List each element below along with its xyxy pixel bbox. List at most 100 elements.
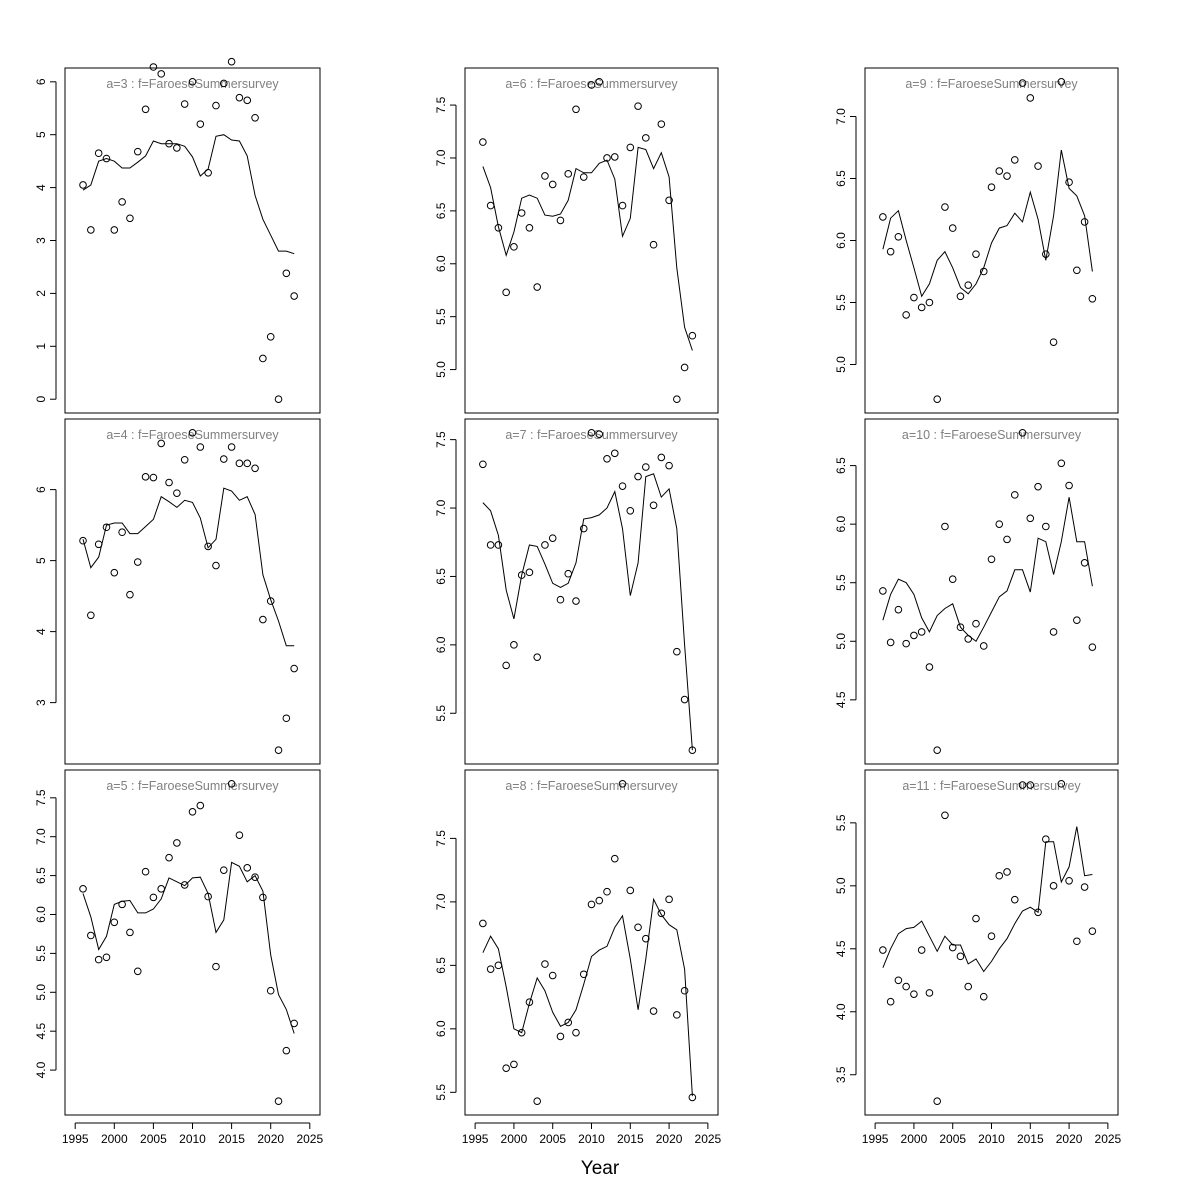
observed-point <box>494 961 503 970</box>
x-tick-label: 2010 <box>179 1132 206 1146</box>
observed-point <box>486 201 495 210</box>
panel-9: a=11 : f=FaroeseSummersurvey 3.5 4.0 4.5 5.0… <box>834 769 1122 1146</box>
observed-point <box>243 864 252 872</box>
observed-point <box>517 571 526 579</box>
fitted-line <box>882 826 1093 973</box>
observed-point <box>610 854 619 863</box>
x-tick-label: 2020 <box>257 1132 284 1146</box>
observed-point <box>556 595 565 604</box>
observed-point <box>972 619 980 628</box>
observed-point <box>525 998 534 1006</box>
observed-point <box>925 298 934 307</box>
observed-point <box>1042 835 1050 844</box>
y-tick-label: 3 <box>34 699 48 706</box>
observed-point <box>180 455 189 464</box>
panel-8: a=10 : f=FaroeseSummersurvey 4.5 5.0 5.5 6.0… <box>834 418 1119 765</box>
observed-point <box>133 558 142 566</box>
panel-4: a=6 : f=FaroeseSummersurvey 5.0 5.5 6.0 6.5 7… <box>434 67 719 414</box>
observed-point <box>665 461 673 470</box>
observed-point <box>1049 628 1058 636</box>
observed-point <box>157 439 166 448</box>
observed-point <box>657 909 666 918</box>
observed-point <box>1073 937 1081 946</box>
x-tick-label: 1995 <box>862 1132 889 1146</box>
observed-point <box>572 1028 580 1037</box>
observed-point <box>235 831 244 839</box>
panel-frame <box>464 769 719 1116</box>
observed-point <box>290 1019 298 1028</box>
observed-point <box>649 240 658 249</box>
y-tick-label: 6 <box>34 78 48 85</box>
observed-point <box>1080 883 1089 891</box>
x-tick-label: 2015 <box>1017 1132 1044 1146</box>
y-tick-label: 6.0 <box>434 1020 448 1037</box>
observed-point <box>1003 535 1011 544</box>
observed-point <box>94 955 103 964</box>
y-tick-label: 5.0 <box>34 984 48 1001</box>
observed-point <box>219 79 228 88</box>
observed-point <box>665 895 673 904</box>
observed-point <box>548 971 557 980</box>
x-tick-label: 2025 <box>296 1132 323 1146</box>
observed-point <box>227 57 236 66</box>
observed-point <box>649 501 658 510</box>
observed-point <box>910 293 918 302</box>
observed-point <box>219 455 228 463</box>
observed-point <box>502 661 510 670</box>
y-tick-label: 3.5 <box>834 1066 848 1083</box>
observed-point <box>180 881 189 889</box>
observed-point <box>587 900 596 909</box>
fitted-line <box>482 146 693 351</box>
observed-point <box>502 1064 510 1072</box>
y-tick-label: 4.5 <box>834 691 848 708</box>
x-tick-label: 2015 <box>617 1132 644 1146</box>
y-tick-label: 5.5 <box>834 814 848 831</box>
y-tick-label: 6.0 <box>434 636 448 653</box>
observed-point <box>1073 266 1081 275</box>
observed-point <box>964 982 973 991</box>
observed-point <box>510 1060 518 1069</box>
observed-point <box>212 561 220 570</box>
observed-point <box>165 139 173 148</box>
x-tick-label: 1995 <box>62 1132 89 1146</box>
observed-point <box>1010 156 1019 164</box>
observed-point <box>956 952 965 961</box>
observed-point <box>917 303 926 312</box>
y-tick-label: 6 <box>34 486 48 493</box>
y-tick-label: 4 <box>34 628 48 635</box>
observed-point <box>494 541 503 549</box>
observed-point <box>979 642 988 650</box>
observed-point <box>673 395 681 404</box>
x-axis-label: Year <box>580 1158 620 1179</box>
observed-point <box>595 430 604 438</box>
observed-point <box>118 528 126 537</box>
panel-frame <box>864 67 1119 414</box>
y-tick-label: 6.5 <box>834 457 848 474</box>
observed-point <box>479 919 487 928</box>
observed-point <box>133 147 142 156</box>
y-tick-label: 7.0 <box>834 108 848 125</box>
y-tick-label: 5.5 <box>34 945 48 962</box>
y-tick-label: 6.0 <box>834 515 848 532</box>
observed-point <box>79 536 87 545</box>
observed-point <box>274 746 283 755</box>
x-tick-label: 2025 <box>695 1132 722 1146</box>
observed-point <box>486 965 495 973</box>
observed-point <box>564 569 573 578</box>
observed-point <box>479 138 487 146</box>
observed-point <box>556 1032 565 1041</box>
x-tick-label: 2010 <box>978 1132 1005 1146</box>
observed-point <box>204 168 212 177</box>
observed-point <box>126 214 134 223</box>
y-tick-label: 7.5 <box>434 431 448 448</box>
panel-title: a=8 : f=FaroeseSummersurvey <box>505 779 678 793</box>
observed-point <box>1034 908 1042 917</box>
panel-frame <box>64 418 321 765</box>
observed-point <box>610 449 619 458</box>
y-tick-label: 5.5 <box>834 294 848 311</box>
y-tick-label: 7.0 <box>434 149 448 166</box>
observed-point <box>219 866 228 874</box>
observed-point <box>510 243 518 251</box>
observed-point <box>618 482 627 490</box>
